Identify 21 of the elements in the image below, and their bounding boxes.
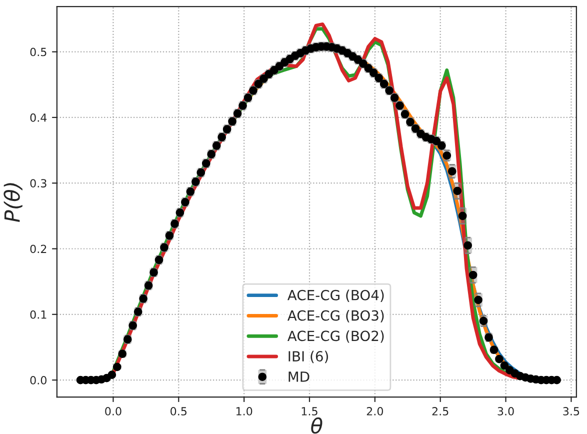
legend-label: ACE-CG (BO4) <box>287 290 384 302</box>
x-tick-label: 1.0 <box>236 407 252 416</box>
x-tick-label: 0.0 <box>105 407 122 416</box>
x-tick-label: 2.5 <box>432 407 448 416</box>
x-tick-label: 0.5 <box>170 407 186 416</box>
legend-label: ACE-CG (BO3) <box>287 310 384 322</box>
legend-label: ACE-CG (BO2) <box>287 330 384 343</box>
y-tick-label: 0.5 <box>30 48 46 56</box>
x-axis-title: θ <box>311 417 322 434</box>
x-tick-label: 1.5 <box>302 407 318 416</box>
y-tick-label: 0.0 <box>30 376 46 384</box>
y-tick-label: 0.2 <box>30 244 46 254</box>
x-tick-label: 3.0 <box>498 407 514 416</box>
y-tick-label: 0.4 <box>30 113 47 122</box>
y-tick-label: 0.1 <box>30 310 46 319</box>
x-tick-label: 3.5 <box>563 407 580 416</box>
legend-label: IBI (6) <box>288 350 328 364</box>
y-axis-title: P(θ) <box>4 183 22 222</box>
legend-label: MD <box>288 372 310 382</box>
y-tick-label: 0.3 <box>30 179 46 188</box>
x-tick-label: 2.0 <box>366 407 384 416</box>
